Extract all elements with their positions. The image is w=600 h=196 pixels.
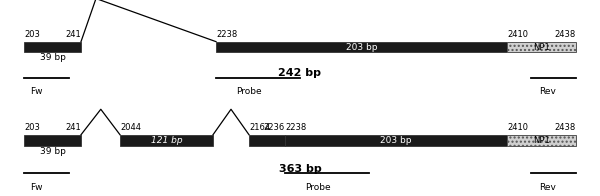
Text: 2238: 2238 [216,30,237,39]
Text: 203: 203 [24,30,40,39]
Bar [216,42,507,52]
Text: Probe: Probe [236,87,262,96]
Text: 203 bp: 203 bp [346,43,377,52]
Text: Probe: Probe [305,183,331,192]
Text: 2164: 2164 [249,123,270,132]
Text: 241: 241 [65,30,81,39]
Bar [285,135,507,145]
Text: 363 bp: 363 bp [278,164,322,174]
Text: Fw: Fw [30,87,42,96]
Bar [249,135,285,145]
Text: 203: 203 [24,123,40,132]
Text: 2438: 2438 [555,123,576,132]
Text: 39 bp: 39 bp [40,147,65,155]
Bar [120,135,213,145]
Bar [507,42,576,52]
Text: NP1: NP1 [533,136,550,145]
Text: 2238: 2238 [285,123,306,132]
Text: 39 bp: 39 bp [40,54,65,62]
Text: 2438: 2438 [555,30,576,39]
Text: 2410: 2410 [507,123,528,132]
Text: Rev: Rev [539,183,556,192]
Bar [24,135,81,145]
Bar [24,42,81,52]
Text: 242 bp: 242 bp [278,68,322,78]
Bar [507,135,576,145]
Text: 2410: 2410 [507,30,528,39]
Text: Rev: Rev [539,87,556,96]
Text: 203 bp: 203 bp [380,136,412,145]
Text: 2236: 2236 [264,123,285,132]
Text: 2044: 2044 [120,123,141,132]
Text: NP1: NP1 [533,43,550,52]
Text: 121 bp: 121 bp [151,136,182,145]
Text: Fw: Fw [30,183,42,192]
Text: 241: 241 [65,123,81,132]
